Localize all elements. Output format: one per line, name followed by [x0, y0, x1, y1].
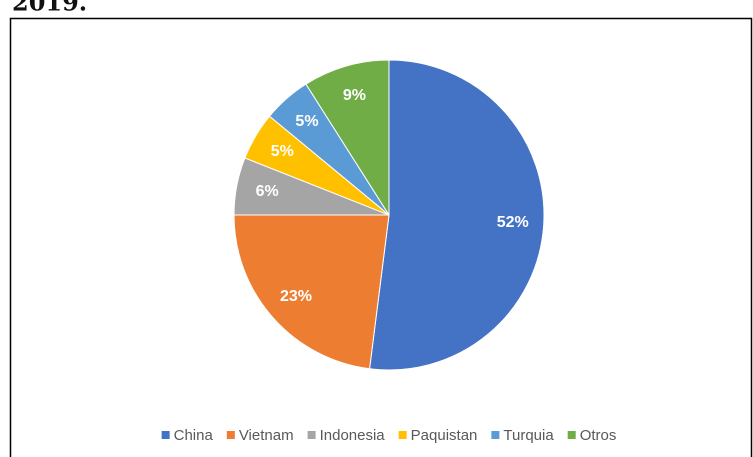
legend-swatch	[398, 431, 407, 439]
legend-swatch	[161, 431, 170, 439]
legend-swatch	[307, 431, 316, 439]
legend-label: Paquistan	[411, 427, 478, 444]
legend-label: Indonesia	[320, 427, 386, 444]
legend-label: Vietnam	[239, 427, 294, 444]
legend-label: Turquia	[503, 427, 554, 444]
value-label: 9%	[343, 87, 366, 104]
legend-swatch	[491, 431, 500, 439]
caption: 2019.	[12, 0, 87, 17]
value-label: 5%	[295, 113, 318, 130]
value-label: 5%	[271, 143, 294, 160]
value-label: 23%	[280, 288, 312, 305]
value-label: 52%	[497, 214, 529, 231]
pie-slice	[233, 214, 390, 370]
value-label: 6%	[256, 183, 279, 200]
pie-slice	[305, 59, 390, 217]
legend-label: China	[174, 427, 214, 444]
legend-label: Otros	[580, 427, 617, 444]
pie-slice	[369, 59, 545, 371]
legend-swatch	[226, 431, 235, 439]
legend-swatch	[567, 431, 576, 439]
